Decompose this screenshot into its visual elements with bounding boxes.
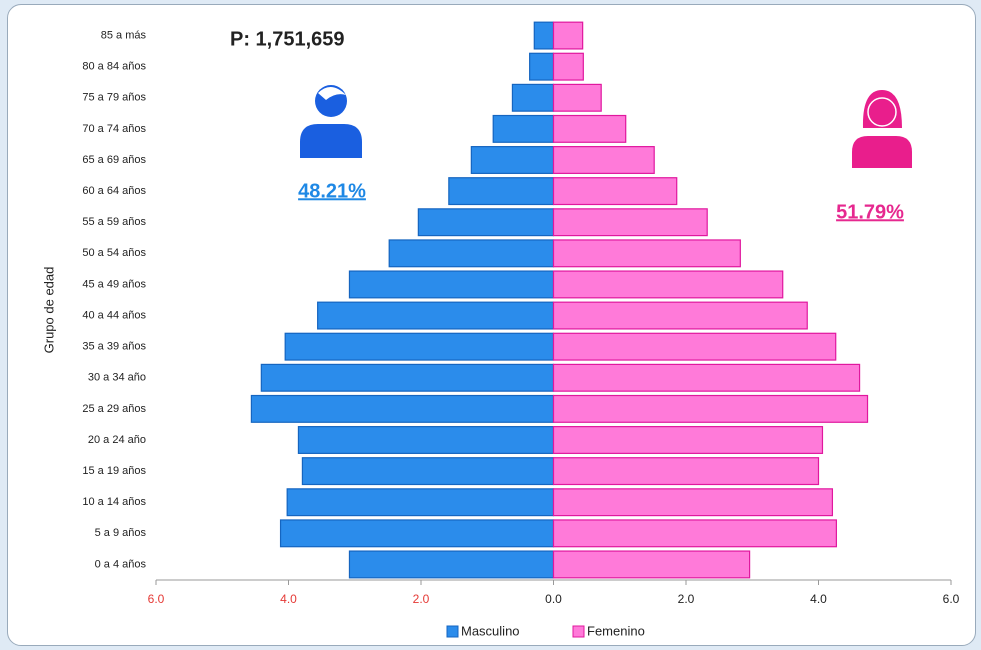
bar: [552, 332, 837, 361]
bar: [492, 114, 555, 143]
share-label: 48.21%: [298, 180, 366, 202]
y-tick-label: 25 a 29 años: [82, 403, 146, 415]
bar: [552, 519, 837, 548]
y-axis-label: Grupo de edad: [41, 267, 56, 354]
chart-title: P: 1,751,659: [230, 28, 345, 50]
y-tick-label: 85 a más: [101, 29, 147, 41]
bar: [552, 52, 584, 81]
bar: [552, 488, 834, 517]
bar: [552, 457, 820, 486]
bar: [417, 208, 555, 237]
bar: [284, 332, 555, 361]
y-tick-label: 70 a 74 años: [82, 123, 146, 135]
legend-swatch: [446, 625, 459, 638]
bar: [529, 52, 555, 81]
bar: [552, 208, 708, 237]
bar: [317, 301, 555, 330]
legend-label: Femenino: [587, 623, 645, 638]
y-tick-label: 10 a 14 años: [82, 496, 146, 508]
bar: [286, 488, 555, 517]
bar: [552, 114, 627, 143]
bar: [348, 270, 555, 299]
legend-swatch: [572, 625, 585, 638]
y-tick-label: 30 a 34 año: [88, 372, 146, 384]
y-tick-label: 60 a 64 años: [82, 185, 146, 197]
share-label: 51.79%: [836, 201, 904, 223]
bar: [260, 363, 555, 392]
bar: [552, 177, 678, 206]
y-tick-label: 35 a 39 años: [82, 341, 146, 353]
y-tick-label: 40 a 44 años: [82, 309, 146, 321]
bar: [552, 21, 584, 50]
x-tick-label: 6.0: [943, 592, 960, 606]
bar: [511, 83, 555, 112]
y-tick-label: 65 a 69 años: [82, 154, 146, 166]
y-tick-label: 45 a 49 años: [82, 278, 146, 290]
bar: [250, 394, 555, 423]
x-tick-label: 2.0: [413, 592, 430, 606]
bar: [552, 270, 784, 299]
bar: [552, 550, 751, 579]
bar: [533, 21, 555, 50]
bar: [301, 457, 555, 486]
y-tick-label: 50 a 54 años: [82, 247, 146, 259]
male-icon: [300, 85, 362, 158]
bar: [448, 177, 555, 206]
bar: [470, 146, 555, 174]
bar: [348, 550, 555, 579]
x-tick-label: 0.0: [545, 592, 562, 606]
bar: [552, 426, 824, 454]
bar: [552, 363, 861, 392]
y-tick-label: 55 a 59 años: [82, 216, 146, 228]
bar: [297, 426, 555, 454]
female-icon: [852, 90, 912, 168]
x-tick-label: 6.0: [148, 592, 165, 606]
y-tick-label: 75 a 79 años: [82, 92, 146, 104]
y-tick-label: 0 a 4 años: [95, 558, 147, 570]
bar: [552, 394, 869, 423]
x-tick-label: 2.0: [678, 592, 695, 606]
y-tick-label: 20 a 24 año: [88, 434, 146, 446]
x-tick-label: 4.0: [280, 592, 297, 606]
y-tick-label: 15 a 19 años: [82, 465, 146, 477]
bar: [552, 301, 808, 330]
legend-label: Masculino: [461, 623, 520, 638]
bar: [552, 239, 741, 268]
bar: [552, 146, 655, 174]
bar: [388, 239, 555, 268]
y-tick-label: 5 a 9 años: [95, 527, 147, 539]
x-tick-label: 4.0: [810, 592, 827, 606]
bar: [279, 519, 555, 548]
y-tick-label: 80 a 84 años: [82, 61, 146, 73]
bar: [552, 83, 602, 112]
